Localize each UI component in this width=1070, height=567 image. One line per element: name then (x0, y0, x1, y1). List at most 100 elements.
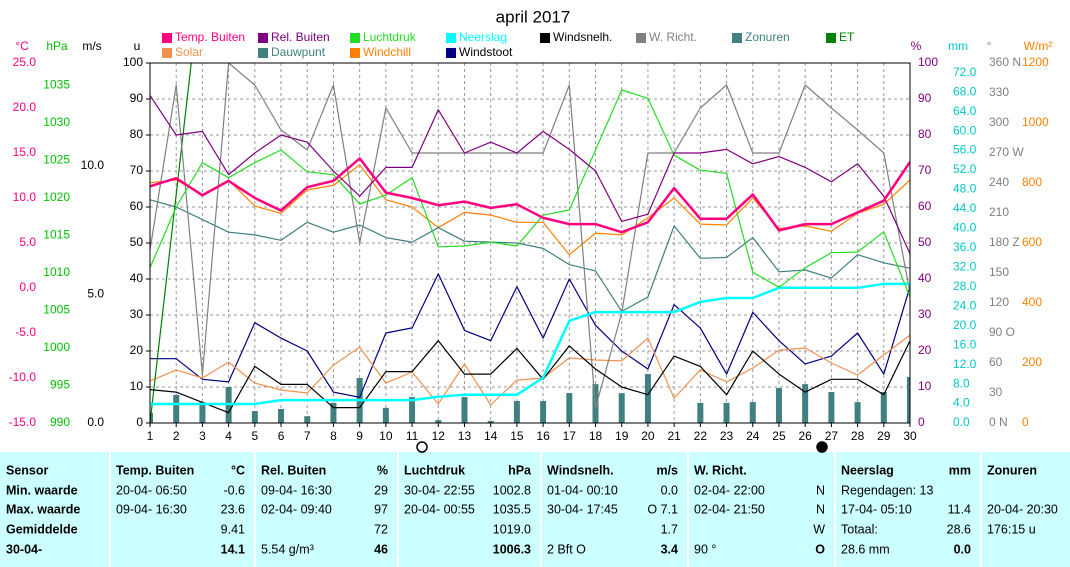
table-value: 29 (374, 483, 388, 497)
bar (723, 402, 730, 423)
bar (644, 374, 651, 423)
bar (251, 411, 258, 423)
moon-new (816, 441, 828, 453)
table-cell: 09-04- 16:30 (261, 483, 332, 497)
table-value: 0.0 (954, 542, 971, 556)
table-value: 23.6 (221, 502, 245, 516)
x-tick-label: 24 (746, 429, 760, 443)
y-tick-label: 90 O (989, 325, 1015, 339)
y-tick-label: 60 (989, 355, 1003, 369)
legend-swatch (636, 33, 646, 43)
bar (382, 407, 389, 423)
legend-label: Luchtdruk (363, 30, 417, 44)
y-tick-label: 60.0 (953, 123, 977, 137)
legend-swatch (446, 48, 456, 58)
y-tick-label: 70 (918, 163, 932, 177)
table-cell: 5.54 g/m³ (261, 542, 314, 556)
legend-label: Temp. Buiten (175, 30, 245, 44)
bar (566, 393, 573, 423)
y-tick-label: 44.0 (953, 201, 977, 215)
x-tick-label: 11 (406, 429, 419, 443)
table-value: 11.4 (948, 502, 971, 516)
y-tick-label: 400 (1022, 295, 1042, 309)
y-tick-label: 16.0 (953, 337, 977, 351)
bar (540, 401, 547, 423)
y-tick-label: 4.0 (953, 396, 970, 410)
axis-unit: m/s (82, 39, 101, 53)
y-tick-label: 1005 (43, 303, 70, 317)
y-tick-label: 60 (918, 199, 932, 213)
y-tick-label: 1015 (43, 228, 70, 242)
series-line (150, 199, 910, 312)
x-tick-label: 22 (694, 429, 708, 443)
series-line (150, 282, 910, 406)
x-tick-label: 14 (484, 429, 498, 443)
table-cell: 17-04- 05:10 (841, 502, 912, 516)
table-value: O 7.1 (647, 502, 678, 516)
y-tick-label: 200 (1022, 355, 1042, 369)
bar (461, 397, 468, 423)
table-cell: 01-04- 00:10 (547, 483, 618, 497)
table-cell: 30-04- (6, 542, 42, 556)
bar (150, 412, 153, 423)
y-tick-label: 1010 (43, 265, 70, 279)
bar (409, 397, 416, 423)
y-tick-label: 15.0 (13, 145, 37, 159)
legend-label: Zonuren (745, 30, 790, 44)
y-tick-label: 80 (130, 127, 144, 141)
bar (487, 420, 494, 423)
x-tick-label: 2 (173, 429, 180, 443)
table-cell: 09-04- 16:30 (116, 502, 187, 516)
table-background (0, 452, 1070, 567)
series-line (150, 63, 192, 423)
y-tick-label: 20 (918, 343, 932, 357)
series-line (150, 334, 910, 406)
x-tick-label: 9 (356, 429, 363, 443)
y-tick-label: 28.0 (953, 279, 977, 293)
y-tick-label: 0 (1022, 415, 1029, 429)
table-cell: Totaal: (841, 522, 878, 536)
y-tick-label: 30 (989, 385, 1003, 399)
legend-label: ET (839, 30, 855, 44)
bar (330, 402, 337, 423)
bar (618, 393, 625, 423)
table-cell: 30-04- 22:55 (404, 483, 475, 497)
table-cell: 20-04- 06:50 (116, 483, 187, 497)
x-tick-label: 6 (278, 429, 285, 443)
y-tick-label: 995 (50, 378, 70, 392)
table-unit: hPa (508, 463, 532, 477)
table-value: -0.6 (223, 483, 245, 497)
x-tick-label: 19 (615, 429, 629, 443)
y-tick-label: 0 (136, 415, 143, 429)
series-line (150, 273, 910, 398)
table-value: W (813, 522, 825, 536)
x-tick-label: 23 (720, 429, 734, 443)
table-header: Sensor (6, 463, 49, 477)
y-tick-label: 8.0 (953, 376, 970, 390)
y-tick-label: 1200 (1022, 55, 1049, 69)
bar (802, 384, 809, 423)
y-tick-label: 10 (130, 379, 144, 393)
table-header: Zonuren (987, 463, 1037, 477)
x-tick-label: 13 (458, 429, 472, 443)
table-value: 3.4 (661, 542, 678, 556)
series-line (150, 63, 910, 409)
x-tick-label: 26 (798, 429, 812, 443)
x-tick-label: 21 (667, 429, 681, 443)
table-header: Neerslag (841, 463, 894, 477)
table-value: O (815, 542, 825, 556)
plot-area (150, 63, 910, 423)
bar (304, 416, 311, 423)
y-tick-label: 1030 (43, 115, 70, 129)
y-tick-label: 0 N (989, 415, 1008, 429)
y-tick-label: 0.0 (953, 415, 970, 429)
y-tick-label: 1025 (43, 153, 70, 167)
bar (697, 402, 704, 423)
legend-label: Dauwpunt (271, 45, 326, 59)
table-header: W. Richt. (694, 463, 747, 477)
y-tick-label: 300 (989, 115, 1009, 129)
table-cell: 02-04- 22:00 (694, 483, 765, 497)
y-tick-label: 1020 (43, 190, 70, 204)
y-tick-label: 25.0 (13, 55, 37, 69)
